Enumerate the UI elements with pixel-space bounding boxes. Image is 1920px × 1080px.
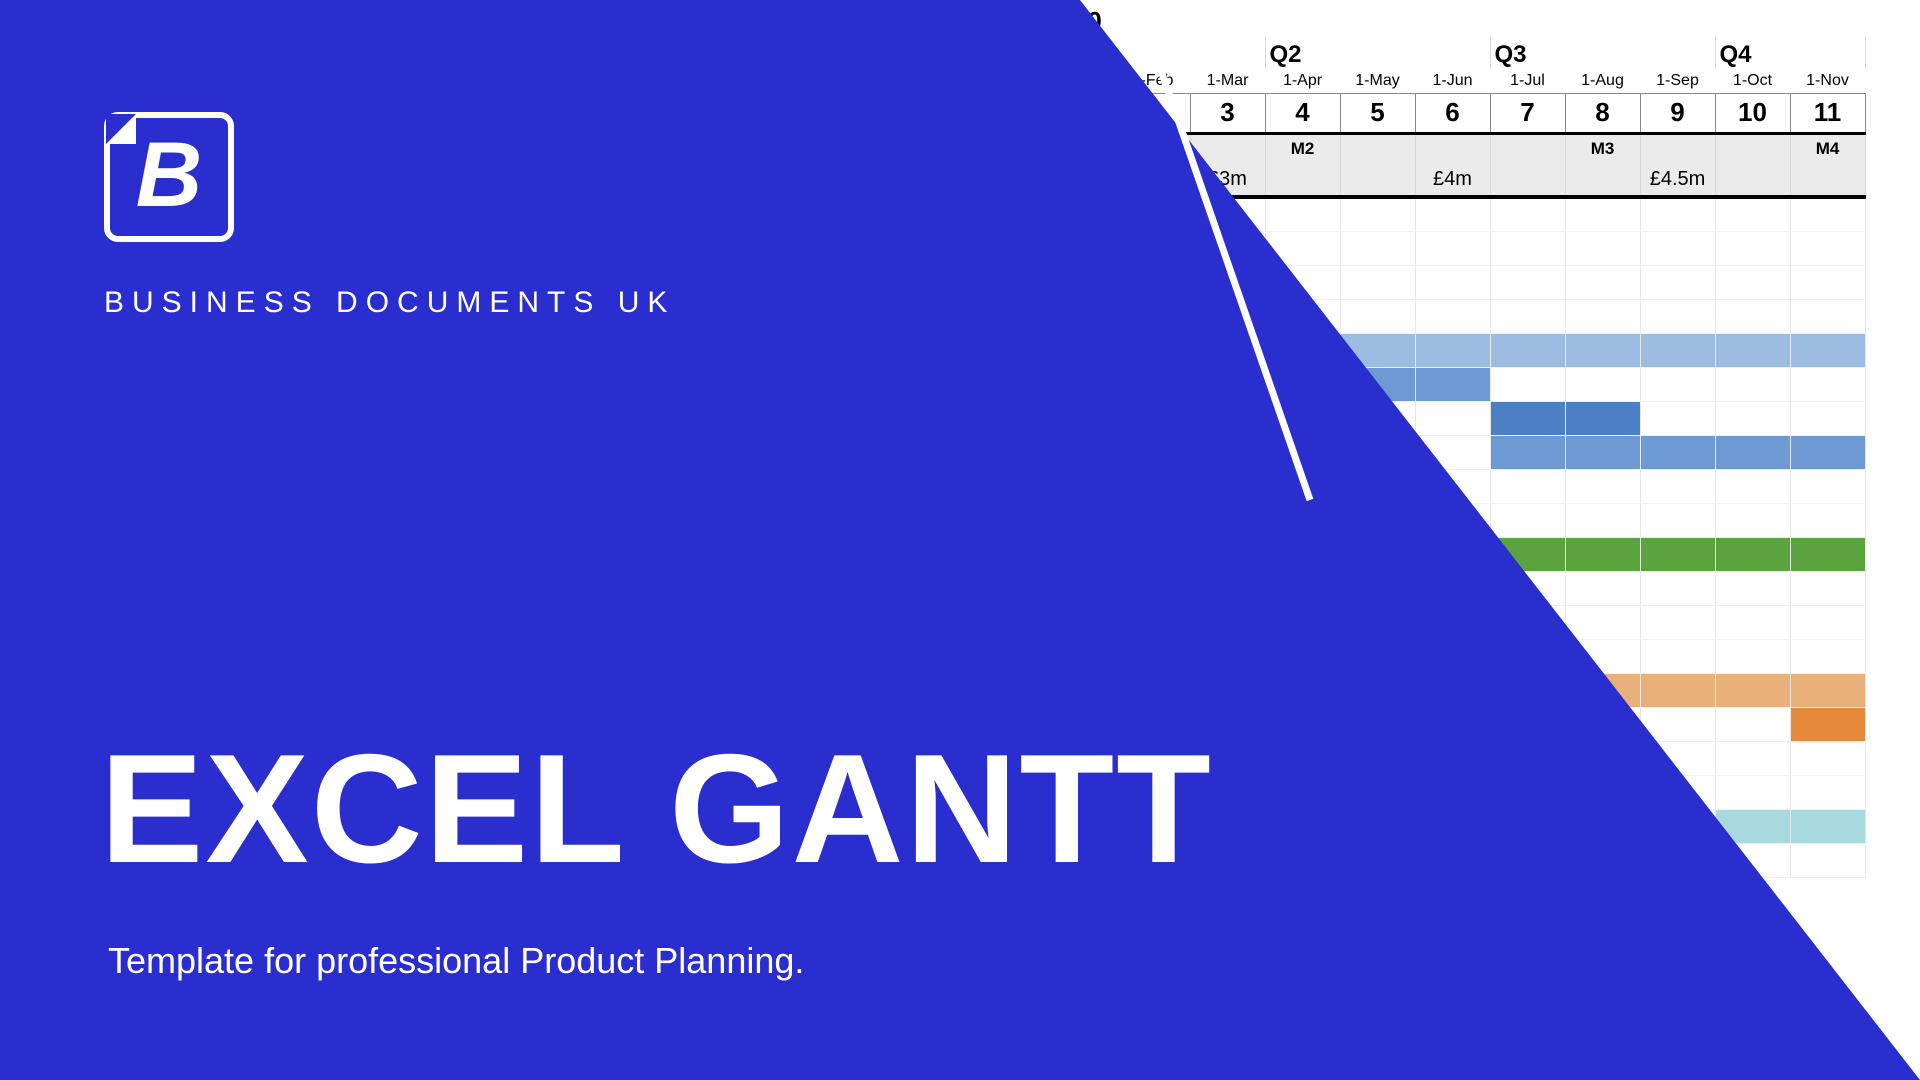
logo-letter: B [136,129,202,221]
stage: 2020Q1Q2Q3Q41-Jan1-Feb1-Mar1-Apr1-May1-J… [0,0,1920,1080]
page-subtitle: Template for professional Product Planni… [108,940,804,982]
logo-fold-icon [106,114,136,144]
page-title: EXCEL GANTT [100,720,1213,898]
logo: B [104,112,234,242]
brand-name: BUSINESS DOCUMENTS UK [104,286,675,320]
brand-block: B BUSINESS DOCUMENTS UK [104,112,675,320]
